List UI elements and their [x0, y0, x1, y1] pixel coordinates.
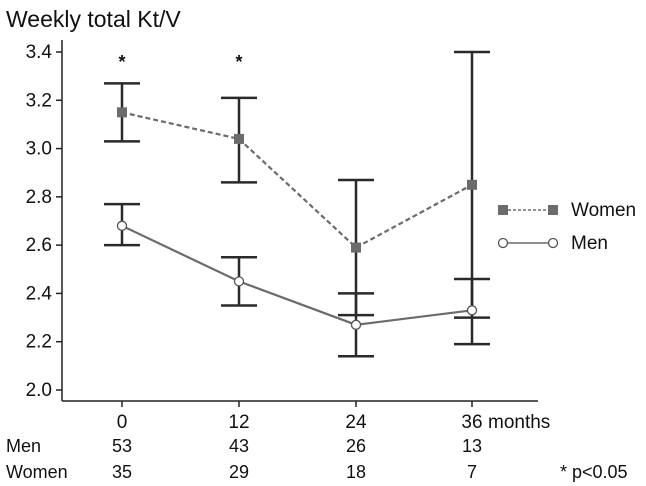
data-point-men — [350, 319, 362, 330]
x-tick-label: 0 — [117, 412, 128, 433]
data-point-women — [117, 107, 127, 118]
y-tick-label: 3.2 — [26, 90, 52, 111]
legend-marker-women — [548, 205, 558, 215]
y-tick-label: 2.2 — [26, 332, 52, 353]
legend-label-men: Men — [571, 233, 608, 254]
data-point-women — [351, 242, 361, 253]
counts-cell: 43 — [229, 436, 249, 456]
error-bars — [104, 50, 490, 358]
legend-marker-women — [498, 205, 508, 215]
significance-note: * p<0.05 — [560, 462, 628, 482]
legend-marker-men — [547, 237, 559, 249]
data-point-men — [466, 305, 478, 316]
significance-star: * — [118, 52, 125, 72]
y-axis-title: Weekly total Kt/V — [6, 6, 181, 32]
y-tick-label: 2.6 — [26, 235, 52, 256]
data-point-men — [116, 220, 128, 231]
data-point-women — [467, 179, 477, 190]
significance-star: * — [235, 52, 242, 72]
x-axis-unit: months — [488, 412, 550, 433]
series-lines — [121, 111, 473, 326]
data-point-men — [233, 276, 245, 287]
legend: Women Men — [497, 200, 636, 254]
counts-row-label: Women — [6, 462, 68, 482]
counts-row-label: Men — [6, 436, 41, 456]
y-ticks: 2.0 2.2 2.4 2.6 2.8 3.0 3.2 3.4 — [26, 42, 62, 401]
counts-cell: 35 — [112, 462, 132, 482]
y-tick-label: 3.0 — [26, 139, 52, 160]
x-tick-label: 24 — [345, 412, 367, 433]
legend-marker-men — [497, 237, 509, 249]
counts-table: Men 53 43 26 13 Women 35 29 18 7 — [6, 436, 482, 482]
series-line-men — [121, 224, 473, 326]
counts-cell: 26 — [346, 436, 366, 456]
series-line-women — [121, 111, 473, 249]
significance-markers: * * — [118, 52, 242, 72]
legend-label-women: Women — [571, 200, 636, 221]
x-ticks: 0 12 24 36 — [117, 401, 483, 433]
counts-cell: 29 — [229, 462, 249, 482]
y-tick-label: 2.0 — [26, 380, 52, 401]
series-markers — [116, 107, 478, 330]
counts-cell: 13 — [462, 436, 482, 456]
x-tick-label: 12 — [228, 412, 249, 433]
axes — [61, 40, 538, 402]
counts-cell: 18 — [346, 462, 366, 482]
y-tick-label: 3.4 — [26, 42, 53, 63]
data-point-women — [234, 133, 244, 144]
x-tick-label: 36 — [461, 412, 482, 433]
y-tick-label: 2.4 — [26, 283, 53, 304]
counts-cell: 53 — [112, 436, 132, 456]
y-tick-label: 2.8 — [26, 187, 52, 208]
counts-cell: 7 — [467, 462, 477, 482]
